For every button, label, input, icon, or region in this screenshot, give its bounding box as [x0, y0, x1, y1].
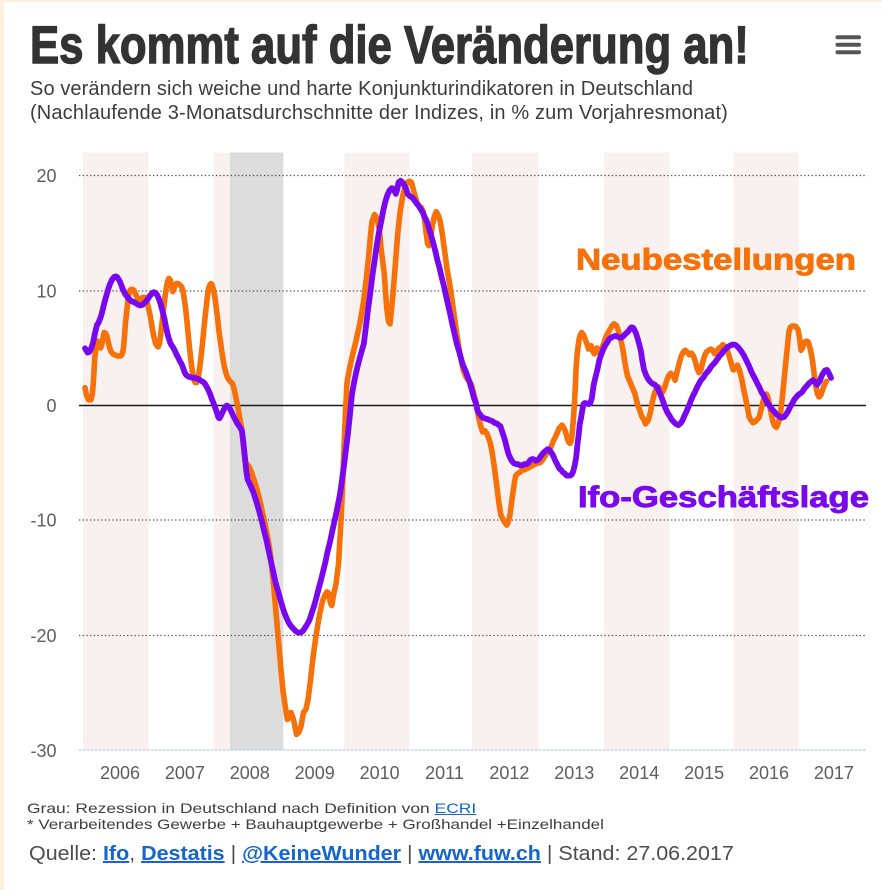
svg-text:2013: 2013: [554, 763, 594, 783]
svg-text:2014: 2014: [619, 763, 659, 783]
svg-text:2008: 2008: [230, 763, 270, 783]
svg-text:2009: 2009: [295, 763, 335, 783]
svg-text:-20: -20: [30, 626, 56, 646]
svg-text:2015: 2015: [684, 763, 724, 783]
svg-text:2012: 2012: [489, 763, 529, 783]
svg-text:0: 0: [46, 396, 56, 416]
svg-text:2010: 2010: [360, 763, 400, 783]
svg-text:-10: -10: [30, 511, 56, 531]
svg-text:2006: 2006: [100, 763, 140, 783]
svg-text:10: 10: [36, 282, 56, 302]
svg-text:2011: 2011: [425, 763, 464, 783]
svg-text:Ifo-Geschäftslage: Ifo-Geschäftslage: [578, 481, 869, 514]
svg-text:-30: -30: [30, 741, 56, 761]
svg-text:Neubestellungen: Neubestellungen: [576, 244, 856, 277]
svg-text:2017: 2017: [814, 763, 854, 783]
svg-text:2007: 2007: [165, 763, 205, 783]
svg-text:20: 20: [36, 166, 56, 186]
svg-text:2016: 2016: [749, 763, 789, 783]
